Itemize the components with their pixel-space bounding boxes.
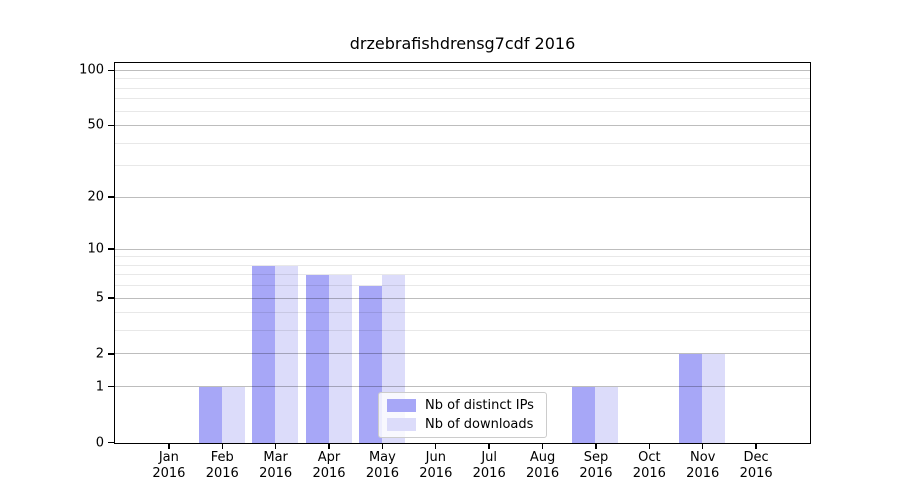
legend-item-downloads: Nb of downloads <box>387 417 538 432</box>
gridline-3 <box>115 330 810 332</box>
downloads-swatch-icon <box>387 418 416 431</box>
y-tick-label: 50 <box>87 117 104 133</box>
bar-sep-distinct-ips <box>572 387 596 443</box>
legend-item-distinct-ips: Nb of distinct IPs <box>387 398 538 413</box>
legend: Nb of distinct IPs Nb of downloads <box>378 392 547 438</box>
gridline-5 <box>115 297 810 299</box>
gridline-90 <box>115 78 810 80</box>
bar-feb-downloads <box>221 387 245 443</box>
y-tick-label: 5 <box>95 290 104 306</box>
legend-label: Nb of downloads <box>425 417 534 432</box>
bar-mar-downloads <box>275 265 299 443</box>
x-tick-label-sep: Sep 2016 <box>579 450 613 481</box>
gridline-50 <box>115 124 810 126</box>
gridline-20 <box>115 196 810 198</box>
chart-title: drzebrafishdrensg7cdf 2016 <box>349 34 576 53</box>
gridline-30 <box>115 165 810 167</box>
gridline-9 <box>115 256 810 258</box>
x-tick-label-nov: Nov 2016 <box>686 450 720 481</box>
bar-feb-distinct-ips <box>198 387 222 443</box>
x-tick-mark <box>488 442 490 449</box>
plot-area: Nb of distinct IPs Nb of downloads <box>114 62 811 444</box>
gridline-10 <box>115 248 810 250</box>
x-tick-label-aug: Aug 2016 <box>526 450 560 481</box>
x-tick-mark <box>702 442 704 449</box>
x-tick-mark <box>221 442 223 449</box>
x-tick-label-jun: Jun 2016 <box>419 450 453 481</box>
x-tick-mark <box>328 442 330 449</box>
y-tick-mark <box>108 124 114 127</box>
y-tick-label: 2 <box>95 346 104 362</box>
x-tick-label-oct: Oct 2016 <box>632 450 666 481</box>
bar-apr-distinct-ips <box>305 275 329 443</box>
x-tick-mark <box>435 442 437 449</box>
y-tick-mark <box>108 385 114 388</box>
x-tick-mark <box>648 442 651 449</box>
gridline-7 <box>115 274 810 276</box>
bar-sep-downloads <box>595 387 619 443</box>
gridline-60 <box>115 110 810 112</box>
gridline-8 <box>115 264 810 266</box>
x-tick-label-jul: Jul 2016 <box>472 450 506 481</box>
gridline-100 <box>115 69 810 71</box>
x-tick-mark <box>595 442 597 449</box>
x-tick-label-mar: Mar 2016 <box>259 450 293 481</box>
x-tick-mark <box>381 442 384 449</box>
bar-apr-downloads <box>328 275 352 443</box>
y-tick-mark <box>108 196 114 198</box>
gridline-1 <box>115 386 810 388</box>
gridline-80 <box>115 87 810 89</box>
bar-nov-distinct-ips <box>679 354 703 443</box>
y-tick-mark <box>108 353 114 355</box>
x-tick-mark <box>274 442 277 449</box>
y-tick-label: 10 <box>87 241 104 257</box>
y-tick-label: 1 <box>95 379 104 395</box>
x-tick-mark <box>168 442 170 449</box>
y-tick-label: 0 <box>95 435 104 450</box>
y-tick-mark <box>108 441 114 444</box>
y-tick-mark <box>108 248 114 250</box>
x-tick-mark <box>541 442 544 449</box>
x-tick-label-may: May 2016 <box>365 450 399 481</box>
y-tick-mark <box>108 69 114 72</box>
gridline-6 <box>115 285 810 287</box>
gridline-4 <box>115 312 810 314</box>
y-tick-mark <box>108 297 114 299</box>
x-tick-label-jan: Jan 2016 <box>152 450 186 481</box>
bar-nov-downloads <box>702 354 726 443</box>
x-tick-mark <box>755 442 757 449</box>
y-tick-label: 20 <box>87 189 104 205</box>
gridline-2 <box>115 353 810 355</box>
gridline-40 <box>115 142 810 144</box>
x-tick-label-dec: Dec 2016 <box>739 450 773 481</box>
bar-may-distinct-ips <box>358 286 382 443</box>
distinct-ips-swatch-icon <box>387 399 416 412</box>
x-tick-label-apr: Apr 2016 <box>312 450 346 481</box>
legend-label: Nb of distinct IPs <box>425 398 534 413</box>
x-tick-label-feb: Feb 2016 <box>205 450 239 481</box>
bar-mar-distinct-ips <box>252 265 276 443</box>
y-tick-label: 100 <box>79 62 104 78</box>
gridline-70 <box>115 98 810 100</box>
